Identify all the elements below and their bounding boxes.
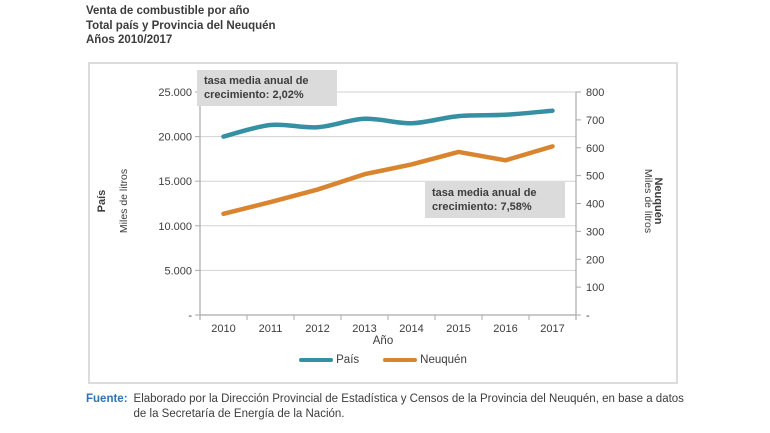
left-axis-tick-label: 5.000 bbox=[164, 265, 192, 277]
line-chart-svg: - 5.000 10.000 15.000 20.000 25.000 - 100 200 300… bbox=[158, 87, 604, 335]
x-tick-label-2015: 2015 bbox=[446, 323, 470, 335]
x-tick-label-2010: 2010 bbox=[211, 323, 235, 335]
source-note: Fuente: Elaborado por la Dirección Provi… bbox=[86, 392, 694, 422]
left-axis-tick-label: 20.000 bbox=[158, 132, 192, 144]
right-axis-tick-label: 400 bbox=[586, 199, 604, 211]
neuquen-series-line bbox=[221, 144, 555, 217]
chart-title-line2: Total país y Provincia del Neuquén bbox=[86, 19, 276, 32]
x-tick-label-2012: 2012 bbox=[305, 323, 329, 335]
right-axis-tick-label: 300 bbox=[586, 226, 604, 238]
annotation-neuquen-growth-rate: tasa media anual de crecimiento: 7,58% bbox=[425, 182, 565, 218]
left-axis-tick-label: 10.000 bbox=[158, 221, 192, 233]
x-tick-label-2016: 2016 bbox=[493, 323, 517, 335]
chart-title-line3: Años 2010/2017 bbox=[86, 34, 173, 46]
right-axis-tick-label: 500 bbox=[586, 171, 604, 183]
x-axis-title: Año bbox=[372, 335, 394, 347]
right-axis-tick-label: 100 bbox=[586, 282, 604, 294]
legend: País Neuquén bbox=[90, 354, 676, 366]
source-label: Fuente: bbox=[86, 393, 128, 405]
left-axis-title: País bbox=[96, 189, 108, 213]
x-tick-label-2014: 2014 bbox=[399, 323, 423, 335]
right-axis-tick-label: 700 bbox=[586, 115, 604, 127]
chart-title-block: Venta de combustible por año Total país … bbox=[86, 4, 276, 48]
right-axis-tick-label: - bbox=[586, 310, 590, 322]
source-text: Elaborado por la Dirección Provincial de… bbox=[133, 393, 684, 420]
annotation-pais-growth-rate: tasa media anual de crecimiento: 2,02% bbox=[197, 70, 337, 106]
left-axis-tick-label: - bbox=[188, 310, 192, 322]
legend-item-pais: País bbox=[299, 354, 359, 366]
neuquen-line-swatch bbox=[383, 357, 418, 363]
legend-label-pais: País bbox=[336, 354, 360, 366]
right-axis-title: Neuquén bbox=[652, 177, 664, 225]
legend-item-neuquen: Neuquén bbox=[383, 354, 467, 366]
x-tick-label-2013: 2013 bbox=[352, 323, 376, 335]
left-axis-tick-label: 15.000 bbox=[158, 176, 192, 188]
left-axis-units-label: Miles de litros bbox=[118, 168, 130, 234]
chart-title-line1: Venta de combustible por año bbox=[86, 5, 250, 17]
x-tick-label-2011: 2011 bbox=[259, 323, 283, 335]
pais-series-line bbox=[221, 108, 555, 139]
chart-area: - 5.000 10.000 15.000 20.000 25.000 - 100 200 300… bbox=[88, 62, 678, 384]
right-axis-tick-label: 800 bbox=[586, 87, 604, 99]
right-axis-tick-label: 600 bbox=[586, 143, 604, 155]
left-axis-tick-label: 25.000 bbox=[158, 87, 192, 99]
right-axis-tick-label: 200 bbox=[586, 254, 604, 266]
legend-label-neuquen: Neuquén bbox=[420, 354, 467, 366]
x-tick-label-2017: 2017 bbox=[540, 323, 564, 335]
pais-line-swatch bbox=[299, 357, 334, 363]
